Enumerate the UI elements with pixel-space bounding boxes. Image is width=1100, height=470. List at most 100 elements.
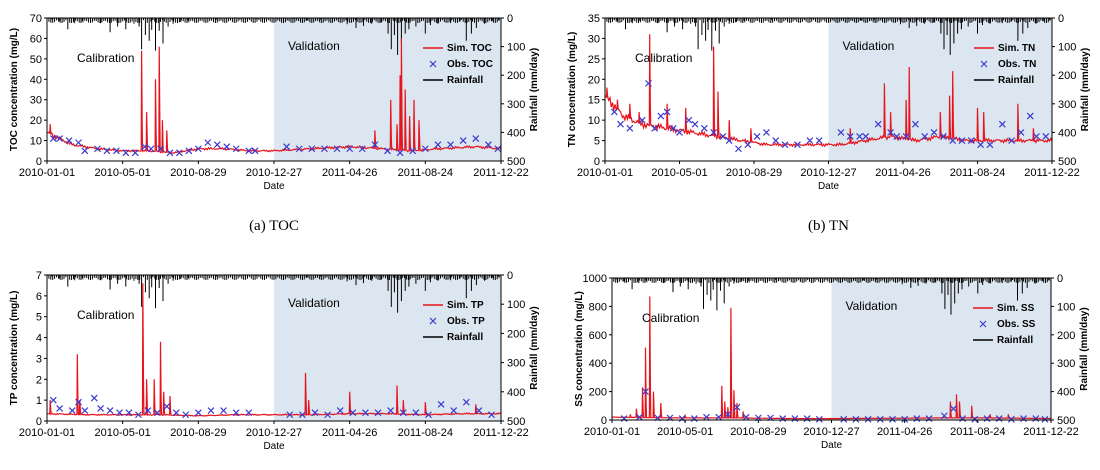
y2-axis-label: Rainfall (mm/day) [529,306,540,389]
observed-point-31 [412,409,420,417]
y2-tick-label: 300 [1057,358,1075,370]
observed-point-12 [157,145,164,153]
observed-point-23 [283,143,291,151]
series-rainfall-bars [46,18,502,55]
observed-point-42 [998,120,1006,128]
observed-point-35 [462,398,470,406]
observed-point-26 [349,409,357,417]
x-tick-label: 2010-05-01 [95,167,151,179]
legend-label-rain: Rainfall [998,75,1034,86]
observed-point-28 [959,415,967,423]
legend-swatch-obs [980,60,988,68]
y2-tick-label: 200 [1058,70,1076,82]
observed-point-8 [715,413,723,421]
observed-point-0 [49,135,57,142]
y2-tick-label: 400 [1058,127,1076,139]
observed-point-5 [678,415,686,423]
x-tick-label: 2011-12-22 [473,427,528,439]
legend-label-rain: Rainfall [447,332,483,343]
y2-tick-label: 100 [1057,301,1075,313]
y-tick-label: 0 [36,156,42,168]
observed-point-22 [889,415,896,423]
observed-point-34 [450,407,458,414]
y-tick-label: 40 [30,74,42,86]
x-tick-label: 2010-05-01 [651,167,707,179]
observed-point-5 [94,145,101,153]
observed-point-8 [669,124,677,132]
observed-point-32 [425,411,432,419]
observed-point-43 [1008,137,1016,144]
y2-tick-label: 400 [1057,387,1075,399]
y-tick-label: 0 [594,156,600,168]
y-tick-label: 30 [30,95,42,107]
observed-point-3 [75,139,82,147]
observed-point-10 [685,116,693,124]
observed-point-38 [472,135,480,142]
x-axis-label: Date [263,181,285,192]
observed-point-5 [90,394,98,402]
observed-point-37 [488,411,495,419]
observed-point-18 [220,407,227,414]
x-tick-label: 2010-08-29 [726,167,782,179]
observed-point-40 [977,141,985,149]
x-tick-label: 2010-08-29 [170,427,226,439]
observed-point-11 [144,407,152,414]
observed-point-30 [371,141,379,149]
observed-point-8 [122,149,130,157]
observed-point-6 [657,112,665,120]
observed-point-4 [645,79,652,87]
x-axis-label: Date [263,441,285,452]
legend-label-sim: Sim. TN [998,43,1035,54]
observed-point-37 [949,137,957,144]
y2-tick-label: 100 [507,42,525,54]
y-tick-label: 6 [36,291,42,303]
x-tick-label: 2010-05-01 [95,427,151,439]
observed-point-26 [321,145,328,153]
x-tick-label: 2011-08-24 [398,167,453,179]
observed-point-29 [874,120,882,128]
observed-point-14 [779,415,787,423]
observed-point-9 [724,410,732,418]
legend-label-rain: Rainfall [997,335,1033,346]
series-simulated-line [604,34,1053,148]
observed-point-9 [131,149,139,157]
y-tick-label: 5 [594,136,600,148]
observed-point-24 [815,137,823,144]
observed-point-2 [642,388,649,396]
x-tick-label: 2010-12-27 [800,167,856,179]
observed-point-6 [103,147,111,155]
y-tick-label: 15 [588,95,600,107]
observed-point-0 [610,108,618,116]
observed-point-36 [475,407,483,414]
observed-point-12 [153,409,161,417]
y2-tick-label: 200 [507,70,525,82]
x-axis-label: Date [818,181,840,192]
observed-point-17 [744,141,752,149]
legend-label-rain: Rainfall [447,75,483,86]
y-axis-label: TN concentration (mg/L) [567,32,578,148]
y-tick-label: 20 [588,74,600,86]
observed-point-28 [374,409,382,417]
y-tick-label: 20 [30,115,42,127]
x-tick-label: 2011-04-26 [322,167,377,179]
observed-point-24 [324,411,332,419]
observed-point-19 [223,143,231,151]
y2-tick-label: 0 [1057,273,1063,285]
validation-period-region [831,278,1051,420]
observed-point-27 [856,133,863,140]
x-tick-label: 2010-01-01 [19,167,75,179]
observed-point-7 [112,147,120,155]
observed-point-33 [409,147,417,155]
x-tick-label: 2011-08-24 [398,427,453,439]
y-tick-label: 50 [30,54,42,66]
observed-point-13 [166,149,174,157]
observed-point-18 [753,133,761,140]
observed-point-14 [172,409,180,417]
observed-point-34 [421,145,429,153]
observed-point-44 [1017,128,1025,136]
x-axis-label: Date [821,440,843,451]
observed-point-20 [232,145,240,153]
y-axis-label: TOC concentration (mg/L) [9,28,20,151]
y-axis-label: SS concentration (mg/L) [574,291,585,407]
calibration-label: Calibration [77,308,134,322]
